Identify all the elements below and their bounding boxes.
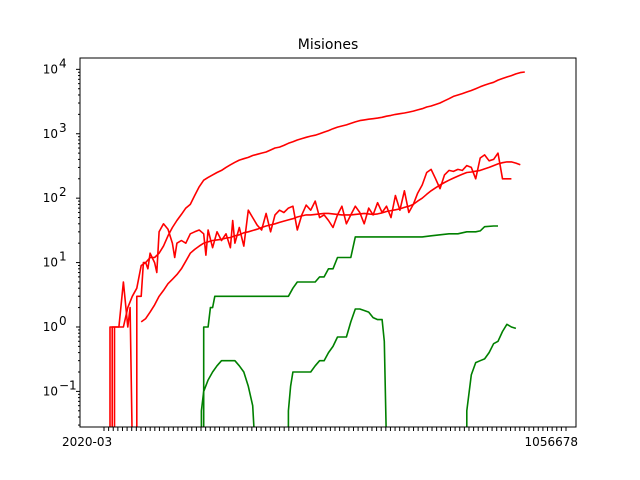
y-tick-label-3: 10 bbox=[43, 256, 58, 270]
series-line-4 bbox=[202, 225, 498, 427]
y-tick-label-1: 10 bbox=[43, 384, 58, 398]
x-tick-labels-left: 2020-03 bbox=[62, 435, 112, 449]
x-tick-labels-right: 1056678 bbox=[525, 435, 578, 449]
x-axis: 2020-03 1056678 bbox=[62, 427, 578, 449]
y-tick-label-4: 10 bbox=[43, 191, 58, 205]
chart-title: Misiones bbox=[298, 37, 359, 53]
series-line-2 bbox=[111, 152, 512, 427]
plot-frame bbox=[79, 57, 577, 428]
y-tick-label-6: 10 bbox=[43, 62, 58, 76]
plot-lines bbox=[109, 71, 525, 427]
y-tick-exponent-2: 0 bbox=[59, 314, 67, 328]
y-tick-label-2: 10 bbox=[43, 320, 58, 334]
y-tick-exponent-5: 3 bbox=[59, 121, 67, 135]
series-line-5 bbox=[200, 308, 517, 427]
series-line-1 bbox=[109, 71, 525, 427]
y-tick-exponent-1: −1 bbox=[59, 378, 77, 392]
y-tick-exponent-6: 4 bbox=[59, 56, 67, 70]
y-tick-exponent-4: 2 bbox=[59, 185, 67, 199]
series-line-3 bbox=[140, 161, 521, 323]
y-tick-label-5: 10 bbox=[43, 127, 58, 141]
y-tick-exponent-3: 1 bbox=[59, 250, 67, 264]
